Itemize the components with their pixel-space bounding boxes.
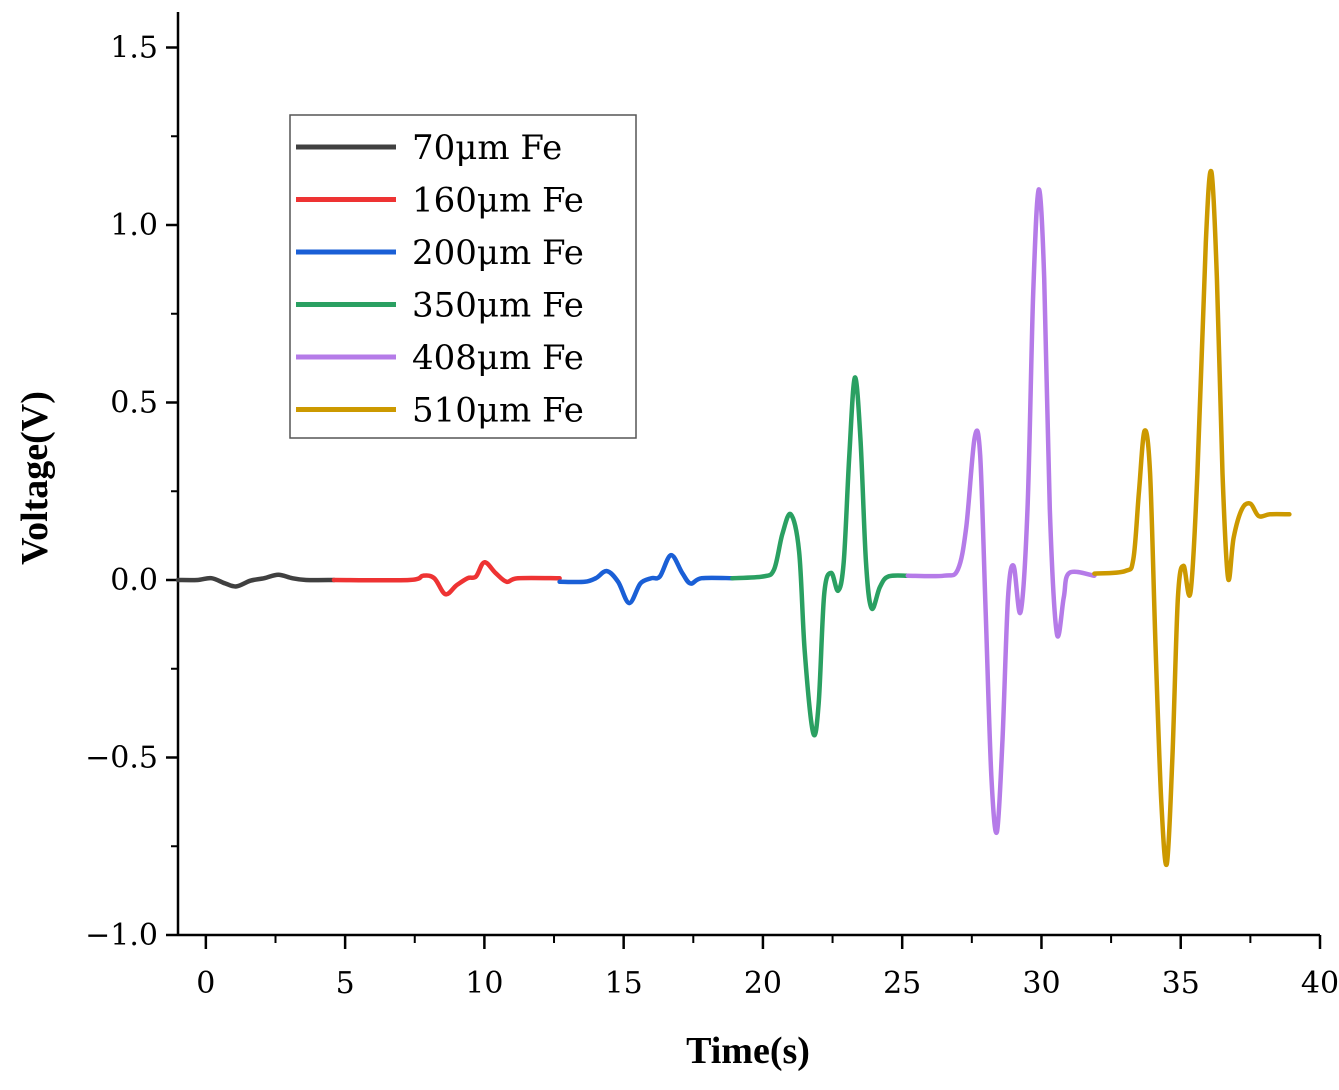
- legend-label: 200μm Fe: [412, 233, 584, 273]
- legend: 70μm Fe 160μm Fe 200μm Fe 350μm Fe 408μm Fe 5…: [289, 114, 637, 439]
- y-tick-label: 1.0: [110, 208, 158, 243]
- series-line-1: [175, 572, 337, 589]
- x-tick-label: 20: [744, 966, 782, 1001]
- x-tick-label: 30: [1022, 966, 1060, 1001]
- series-line-5: [905, 187, 1097, 836]
- legend-label: 160μm Fe: [412, 181, 584, 221]
- series-line-6: [1092, 168, 1292, 868]
- legend-label: 350μm Fe: [412, 286, 584, 326]
- y-tick-label: 0.0: [110, 563, 158, 598]
- series-line-4: [730, 375, 911, 738]
- legend-label: 510μm Fe: [412, 391, 584, 431]
- series-line-2: [331, 560, 562, 597]
- x-tick-label: 15: [605, 966, 643, 1001]
- y-tick-label: 0.5: [110, 386, 158, 421]
- x-tick-label: 35: [1162, 966, 1200, 1001]
- x-tick-label: 0: [196, 966, 215, 1001]
- series-lines: [175, 168, 1292, 868]
- x-tick-label: 10: [465, 966, 503, 1001]
- legend-box: [289, 114, 637, 439]
- y-tick-label: −0.5: [85, 741, 158, 776]
- x-tick-label: 40: [1301, 966, 1339, 1001]
- y-tick-label: 1.5: [110, 31, 158, 66]
- series-line-3: [557, 552, 735, 606]
- y-tick-label: −1.0: [85, 918, 158, 953]
- axes: 0 5 10 15 20 25 30 35 40 −1.0 −0.5 0.0 0.5 1.0 1.5: [85, 12, 1339, 1001]
- x-tick-label: 5: [336, 966, 355, 1001]
- legend-label: 70μm Fe: [412, 128, 562, 168]
- legend-label: 408μm Fe: [412, 338, 584, 378]
- x-tick-label: 25: [883, 966, 921, 1001]
- x-axis-title: Time(s): [686, 1030, 810, 1072]
- y-axis-title: Voltage(V): [14, 391, 56, 565]
